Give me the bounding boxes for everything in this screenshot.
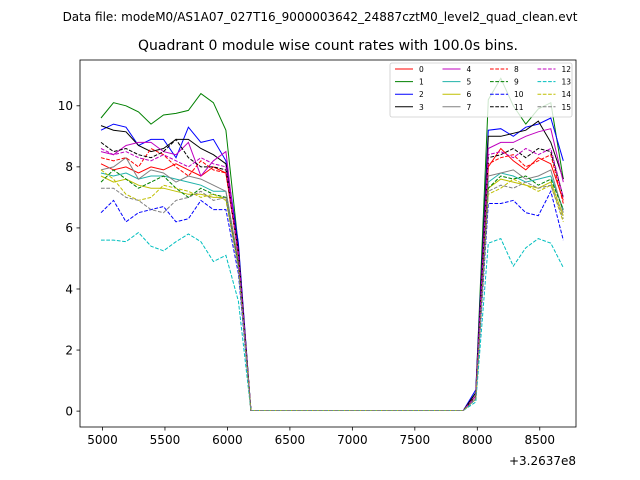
legend-label-9: 9 <box>514 78 519 87</box>
x-tick-label: 7500 <box>400 433 431 447</box>
chart-title: Quadrant 0 module wise count rates with … <box>138 38 518 54</box>
legend-box <box>389 62 573 118</box>
x-tick-label: 7000 <box>337 433 368 447</box>
legend-label-2: 2 <box>419 90 424 99</box>
x-tick-label: 6500 <box>275 433 306 447</box>
legend-label-1: 1 <box>419 78 424 87</box>
x-tick-label: 5000 <box>87 433 118 447</box>
data-file-note: Data file: modeM0/AS1A07_027T16_90000036… <box>63 10 578 24</box>
y-tick-label: 6 <box>65 221 73 235</box>
legend-label-8: 8 <box>514 65 519 74</box>
y-tick-label: 2 <box>65 343 73 357</box>
legend-label-5: 5 <box>467 78 472 87</box>
legend-label-13: 13 <box>562 78 572 87</box>
x-tick-label: 5500 <box>150 433 181 447</box>
legend-label-15: 15 <box>562 103 572 112</box>
series-line-15 <box>101 181 564 411</box>
legend-label-11: 11 <box>514 103 524 112</box>
y-tick-label: 0 <box>65 404 73 418</box>
legend-label-3: 3 <box>419 103 424 112</box>
x-tick-label: 8500 <box>524 433 555 447</box>
plot-series-group <box>100 77 564 411</box>
legend-label-6: 6 <box>467 90 472 99</box>
legend-label-14: 14 <box>562 90 572 99</box>
legend-label-12: 12 <box>562 65 572 74</box>
y-tick-label: 8 <box>65 160 73 174</box>
y-tick-label: 10 <box>58 99 73 113</box>
legend-label-7: 7 <box>467 103 472 112</box>
axes-group: 5000 5500 6000 6500 7000 7500 8000 85000246810+… <box>58 59 577 468</box>
legend-label-10: 10 <box>514 90 524 99</box>
y-tick-label: 4 <box>65 282 73 296</box>
plot-frame <box>79 59 577 428</box>
legend-label-4: 4 <box>467 65 472 74</box>
x-axis-offset-label: +3.2637e8 <box>509 454 576 468</box>
x-tick-label: 8000 <box>462 433 493 447</box>
x-tick-label: 6000 <box>212 433 243 447</box>
legend-label-0: 0 <box>419 65 424 74</box>
